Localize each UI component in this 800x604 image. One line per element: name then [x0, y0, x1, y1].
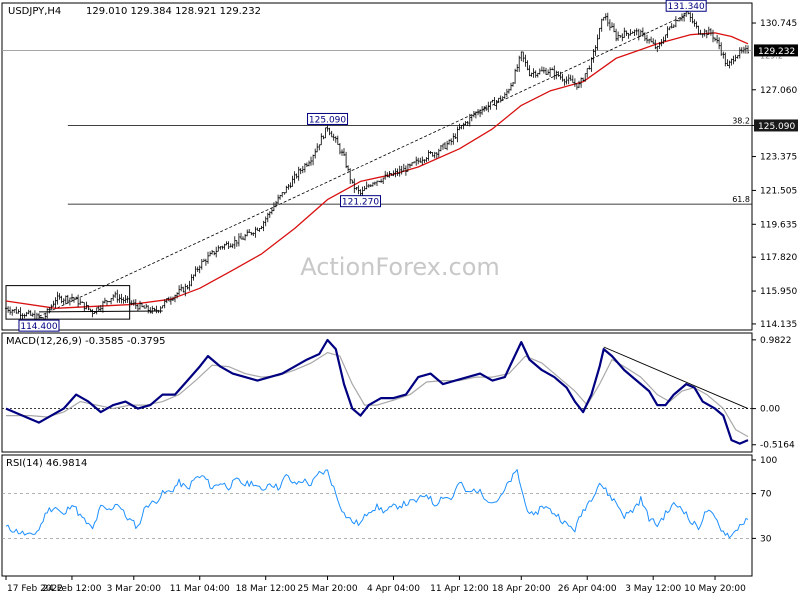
price-axis-label: 130.745 — [760, 19, 797, 29]
moving-average-line — [5, 32, 749, 309]
symbol-label: USDJPY,H4 — [8, 6, 61, 17]
price-axis-label: 117.820 — [760, 253, 797, 263]
x-axis-label: 17 Feb 2022 — [7, 584, 63, 594]
rsi-axis-label: 100 — [760, 456, 777, 466]
price-axis-label: 127.060 — [760, 86, 797, 96]
x-axis-label: 18 Apr 20:00 — [492, 584, 551, 594]
x-axis-label: 24 Feb 12:00 — [42, 584, 101, 594]
x-axis-label: 25 Mar 20:00 — [297, 584, 357, 594]
macd-panel-frame — [1, 332, 753, 453]
macd-axis-label: 0.00 — [760, 405, 780, 415]
macd-layer — [2, 338, 752, 445]
fib-value-box — [754, 119, 798, 132]
rsi-axis-label: 70 — [760, 490, 772, 500]
price-annotation-text: 125.090 — [309, 115, 346, 125]
price-annotation-box — [18, 319, 60, 332]
price-annotation-box — [665, 0, 707, 12]
macd-signal-line — [6, 352, 749, 438]
watermark: ActionForex.com — [300, 253, 500, 281]
price-axis-label: 114.135 — [760, 320, 797, 330]
rsi-axis-label: 30 — [760, 534, 772, 544]
price-layer: 38.2 61.8 114.400 125.090 121.270 131.340 — [2, 0, 752, 332]
current-price-box — [754, 44, 798, 57]
fib-level-label: 38.2 — [732, 116, 750, 125]
x-axis-label: 18 Mar 12:00 — [236, 584, 296, 594]
macd-title: MACD(12,26,9) -0.3585 -0.3795 — [6, 336, 166, 347]
price-annotation-text: 114.400 — [20, 322, 57, 332]
rsi-panel-frame — [1, 454, 753, 577]
x-axis-label: 3 May 12:00 — [625, 584, 681, 594]
price-axis-label: 121.505 — [760, 186, 797, 196]
price-annotation-text: 131.340 — [668, 2, 705, 12]
macd-axis-label: 0.9822 — [760, 336, 792, 346]
x-axis-label: 4 Apr 04:00 — [367, 584, 420, 594]
macd-trendline — [603, 346, 749, 410]
price-annotation-text: 121.270 — [342, 198, 379, 208]
rsi-layer — [2, 469, 752, 539]
price-annotation-box — [307, 112, 349, 125]
ohlc-readout: 129.010 129.384 128.921 129.232 — [86, 6, 261, 17]
fib-level-label: 61.8 — [732, 195, 750, 204]
fib-value-label: 125.090 — [758, 122, 795, 132]
axes-layer: 130.745 127.060 125.090 123.375 121.505 119.6… — [5, 19, 798, 594]
macd-line — [5, 338, 749, 445]
price-axis-label: 115.950 — [760, 287, 797, 297]
current-price-label: 129.232 — [758, 47, 795, 57]
price-panel-frame — [1, 2, 753, 331]
price-axis-label: 119.635 — [760, 220, 797, 230]
x-axis-label: 26 Apr 04:00 — [558, 584, 617, 594]
macd-axis-label: -0.5164 — [760, 441, 795, 451]
price-annotation-box — [340, 195, 382, 208]
x-axis-label: 3 Mar 20:00 — [107, 584, 162, 594]
x-axis-label: 11 Mar 04:00 — [170, 584, 230, 594]
x-axis-label: 10 May 20:00 — [684, 584, 746, 594]
price-axis-label: 123.375 — [760, 153, 797, 163]
price-ohlc-bars — [5, 7, 749, 323]
channel-trendline — [38, 14, 687, 317]
x-axis-label: 11 Apr 12:00 — [430, 584, 489, 594]
rsi-line — [5, 469, 749, 539]
rsi-title: RSI(14) 46.9814 — [6, 458, 87, 469]
